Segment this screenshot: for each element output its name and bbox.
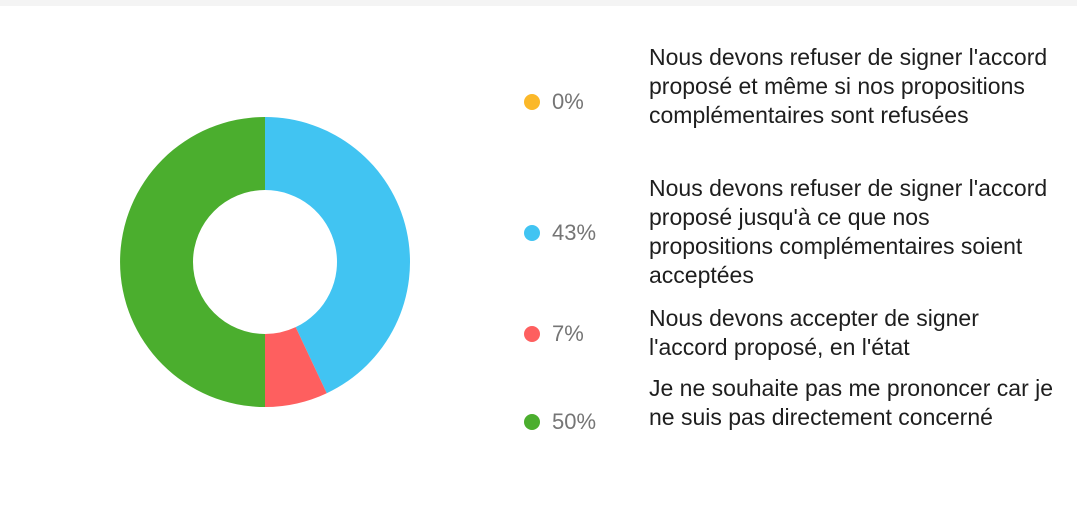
- legend-label: Nous devons accepter de signer l'accord …: [649, 305, 979, 360]
- donut-slice: [265, 117, 410, 394]
- legend-percent: 50%: [552, 409, 597, 434]
- legend-dot-icon: [524, 94, 540, 110]
- legend-dot-icon: [524, 326, 540, 342]
- legend-percent: 0%: [552, 89, 584, 114]
- donut-slice: [120, 117, 266, 407]
- legend-label: Je ne souhaite pas me prononcer car je n…: [649, 375, 1054, 430]
- legend-dot-icon: [524, 414, 540, 430]
- top-strip: [0, 0, 1077, 6]
- legend-percent: 7%: [552, 321, 584, 346]
- legend-percent: 43%: [552, 220, 597, 245]
- legend-label: Nous devons refuser de signer l'accord p…: [649, 44, 1048, 128]
- legend-dot-icon: [524, 225, 540, 241]
- legend-label: Nous devons refuser de signer l'accord p…: [649, 175, 1048, 288]
- donut-slice: [265, 327, 327, 407]
